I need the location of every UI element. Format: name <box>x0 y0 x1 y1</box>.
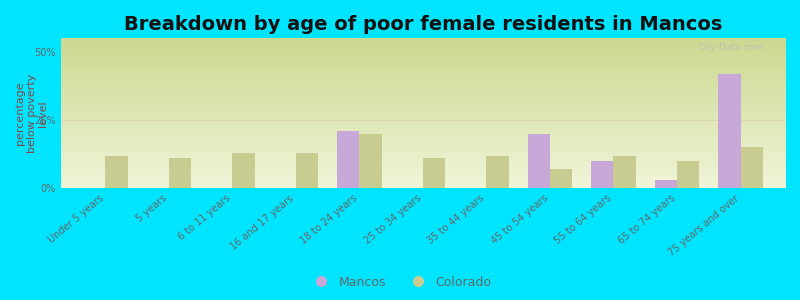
Bar <box>106 156 127 188</box>
Bar <box>169 158 191 188</box>
Bar <box>591 161 614 188</box>
Bar <box>486 156 509 188</box>
Bar <box>718 74 741 188</box>
Bar <box>337 131 359 188</box>
Bar <box>614 156 636 188</box>
Y-axis label: percentage
below poverty
level: percentage below poverty level <box>15 74 48 153</box>
Bar <box>528 134 550 188</box>
Bar <box>423 158 445 188</box>
Bar <box>741 148 762 188</box>
Bar <box>550 169 572 188</box>
Bar <box>654 180 677 188</box>
Legend: Mancos, Colorado: Mancos, Colorado <box>304 271 496 294</box>
Bar <box>296 153 318 188</box>
Text: City-Data.com: City-Data.com <box>698 43 763 52</box>
Title: Breakdown by age of poor female residents in Mancos: Breakdown by age of poor female resident… <box>124 15 722 34</box>
Bar <box>232 153 254 188</box>
Bar <box>677 161 699 188</box>
Bar <box>359 134 382 188</box>
